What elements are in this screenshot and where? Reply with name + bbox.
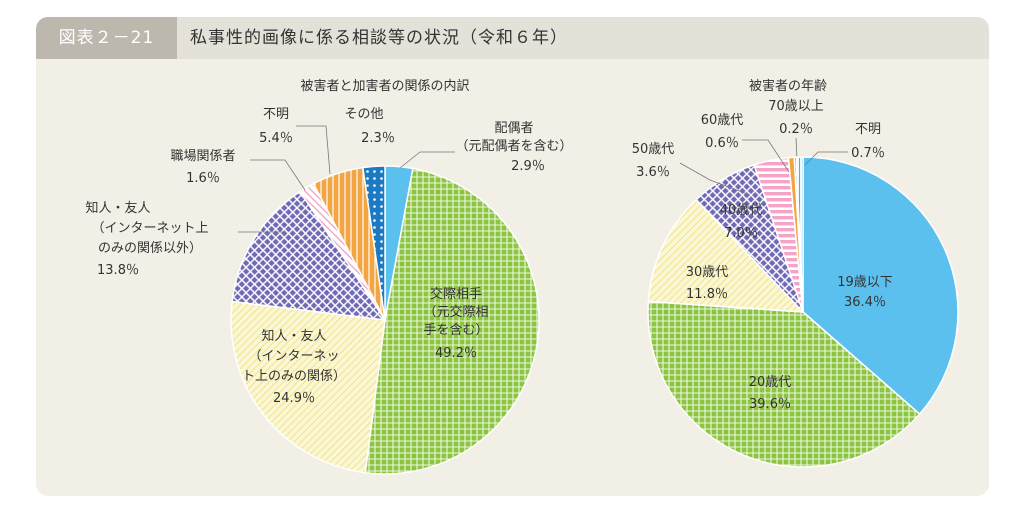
slice-label: 20歳代 (749, 375, 792, 390)
slice-label: （インターネッ (248, 349, 339, 364)
pie-slice (647, 198, 805, 313)
slice-label: 40歳代 (720, 203, 763, 218)
slice-value-label: 5.4％ (259, 131, 293, 146)
pie-slice (795, 156, 804, 313)
slice-value-label: 7.0％ (724, 226, 758, 241)
leader-line (296, 125, 331, 175)
slice-value-label: 2.9％ (511, 159, 545, 174)
slice-label: 配偶者 (494, 121, 533, 136)
slice-label: （インターネット上 (91, 221, 208, 236)
slice-label: のみの関係以外） (98, 241, 202, 256)
leader-line (742, 139, 790, 173)
pie-slice (231, 190, 387, 321)
slice-label: 知人・友人 (261, 328, 326, 344)
leader-line (399, 151, 455, 169)
slice-label: 知人・友人 (85, 200, 150, 216)
figure-title: 私事性的画像に係る相談等の状況（令和６年） (190, 28, 568, 48)
slice-value-label: 3.6％ (636, 165, 670, 180)
leader-line (679, 162, 751, 196)
slice-label: 交際相手 (430, 286, 482, 302)
leader-line (250, 159, 306, 191)
slice-value-label: 49.2％ (435, 346, 477, 361)
chart-title: 被害者と加害者の関係の内訳 (300, 78, 469, 94)
slice-value-label: 1.6％ (186, 171, 220, 186)
slice-label: 職場関係者 (170, 149, 235, 164)
slice-label: 不明 (263, 107, 289, 122)
slice-value-label: 0.7％ (851, 146, 885, 161)
slice-label: 手を含む） (423, 322, 488, 338)
slice-value-label: 36.4％ (844, 295, 886, 310)
slice-value-label: 2.3％ (361, 131, 395, 146)
slice-value-label: 0.2％ (779, 122, 813, 137)
slice-label: 不明 (855, 122, 881, 137)
leader-line (795, 137, 798, 161)
pie-slice (802, 156, 959, 416)
slice-label: ト上のみの関係） (242, 369, 346, 384)
pie-slice (230, 300, 386, 474)
slice-label: 19歳以下 (837, 275, 893, 290)
slice-label: その他 (344, 107, 383, 122)
pie-slice (361, 165, 386, 321)
slice-label: 50歳代 (632, 142, 675, 157)
slice-label: （元配偶者を含む） (455, 138, 572, 154)
slice-label: 30歳代 (686, 265, 729, 280)
chart-title: 被害者の年齢 (749, 78, 827, 94)
slice-value-label: 11.8％ (686, 287, 728, 302)
pie-chart-age: 被害者の年齢 19歳以下 36.4％ 20歳代 39.6％ 30歳代 11.8％ 40歳代 7.… (632, 78, 959, 468)
pie-slice (647, 300, 921, 468)
leader-line (804, 151, 848, 166)
pie-slice (364, 167, 540, 475)
figure-number-label: 図表２－21 (36, 17, 177, 59)
figure-header (36, 17, 989, 59)
slice-value-label: 13.8％ (97, 263, 139, 278)
slice-label: 60歳代 (701, 113, 744, 128)
slice-label: 70歳以上 (768, 99, 824, 114)
slice-value-label: 0.6％ (705, 136, 739, 151)
slice-value-label: 39.6％ (749, 397, 791, 412)
slice-value-label: 24.9％ (273, 391, 315, 406)
slice-label: （元交際相 (423, 304, 488, 320)
